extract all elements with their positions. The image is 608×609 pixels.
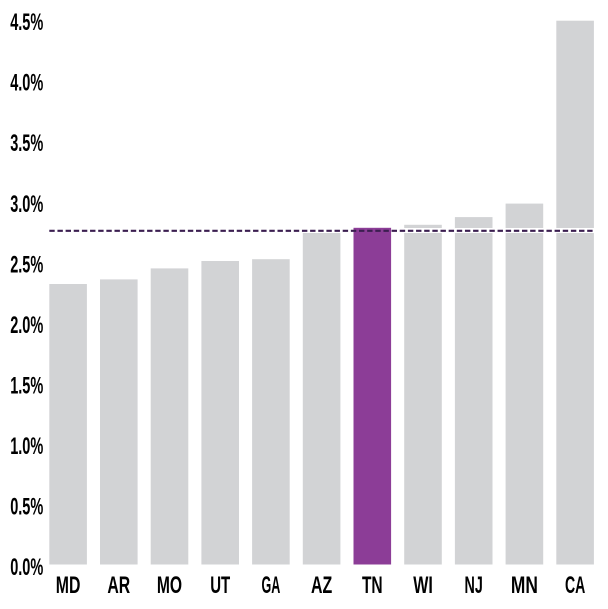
svg-text:NJ: NJ [465,572,483,599]
svg-text:TN: TN [362,572,383,599]
svg-text:AZ: AZ [311,572,332,599]
svg-text:WI: WI [413,572,433,599]
svg-text:MD: MD [56,572,81,599]
svg-text:AR: AR [107,572,130,599]
svg-text:1.0%: 1.0% [10,433,43,460]
svg-text:MN: MN [511,572,538,599]
svg-text:0.5%: 0.5% [10,494,43,521]
svg-text:0.0%: 0.0% [10,554,43,581]
svg-text:2.0%: 2.0% [10,312,43,339]
svg-text:2.5%: 2.5% [10,251,43,278]
svg-text:MO: MO [157,572,182,599]
svg-text:3.0%: 3.0% [10,191,43,218]
svg-text:1.5%: 1.5% [10,372,43,399]
svg-text:3.5%: 3.5% [10,130,43,157]
svg-text:4.5%: 4.5% [10,9,43,36]
svg-text:CA: CA [565,572,585,599]
svg-text:GA: GA [262,572,281,599]
svg-text:4.0%: 4.0% [10,70,43,97]
svg-text:UT: UT [210,572,230,599]
